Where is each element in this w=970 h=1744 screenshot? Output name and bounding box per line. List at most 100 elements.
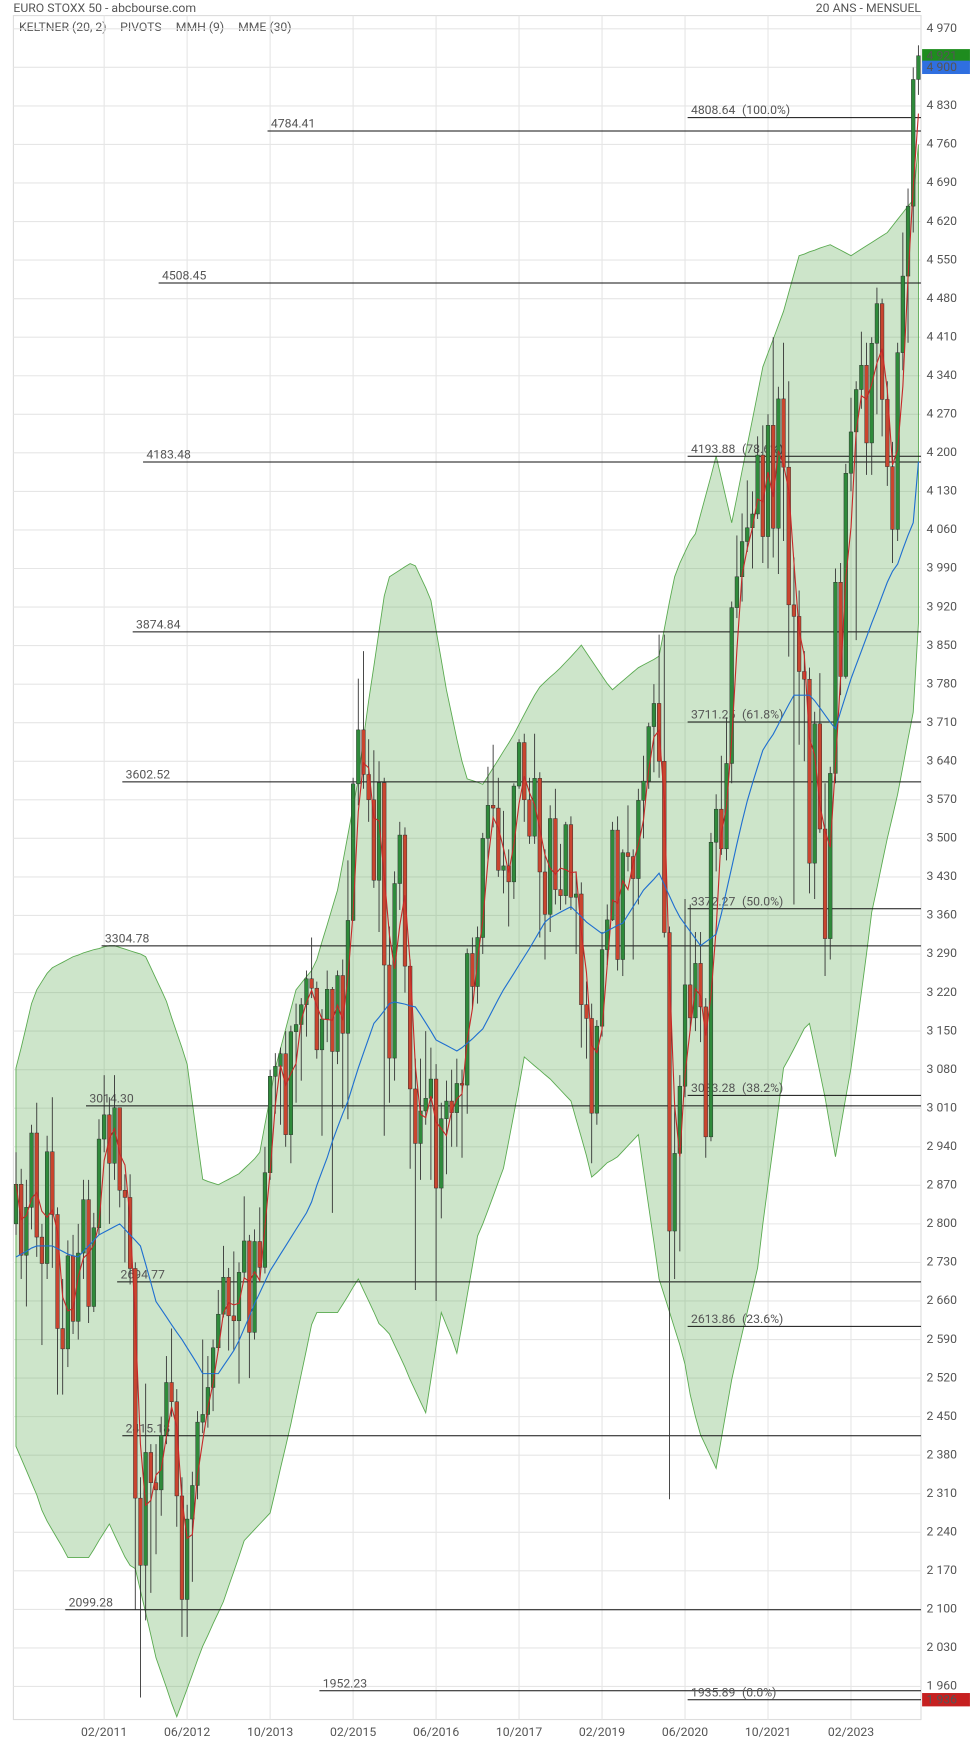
candle-body [454,1083,459,1113]
ma-line [15,461,919,1375]
candle-body [594,1025,599,1114]
pivot-label: 1952.23 [323,1676,368,1690]
y-tick-label: 3 920 [927,599,958,613]
candle-body [506,865,511,883]
candle-body [283,1053,288,1135]
y-tick-label: 2 310 [927,1486,958,1500]
candle-body [45,1151,50,1264]
pivot-label: 2415.18 [126,1421,171,1435]
legend-mmh: MMH (9) [176,20,224,34]
candle-body [615,829,620,960]
y-tick-label: 2 730 [927,1255,958,1269]
candle-body [605,919,610,950]
candle-body [890,466,895,530]
candle-body [745,527,750,542]
y-tick-label: 3 430 [927,869,958,883]
candle-body [392,883,397,1059]
candle-body [143,1452,148,1566]
candle-body [574,893,579,898]
candle-body [703,1006,708,1138]
x-tick-label: 10/2021 [745,1725,791,1739]
price-tag [922,60,970,75]
pivot-label: 3874.84 [136,617,181,631]
candle-body [911,79,916,207]
candle-body [646,726,651,782]
y-tick-label: 2 170 [927,1563,958,1577]
candle-body [620,852,625,960]
candle-body [771,425,776,529]
candle-body [293,1024,299,1032]
candle-body [221,1277,226,1315]
x-tick-label: 02/2011 [81,1725,127,1739]
y-tick-label: 3 640 [927,753,958,767]
candle-body [159,1435,164,1491]
candle-body [542,871,548,915]
x-tick-label: 10/2013 [247,1725,293,1739]
candle-body [185,1518,190,1600]
candle-body [81,1199,86,1254]
candle-body [423,1098,428,1112]
candle-body [739,541,745,577]
pivot-ratio: (38.2%) [742,1081,783,1095]
candle-body [433,1078,439,1189]
candle-body [631,856,636,879]
candle-body [314,987,319,1051]
candle-body [734,576,739,608]
y-tick-label: 2 660 [927,1293,958,1307]
candle-body [262,1172,268,1268]
chart-period: 20 ANS - MENSUEL [816,1,922,15]
candle-body [895,352,900,530]
pivot-label: 4193.88 [691,442,736,456]
candle-body [470,953,475,987]
candle-body [169,1382,174,1402]
pivot-label: 4808.64 [691,103,736,117]
y-tick-label: 2 450 [927,1409,958,1423]
y-tick-label: 3 570 [927,792,958,806]
candle-body [553,818,558,890]
y-tick-label: 2 870 [927,1178,958,1192]
candle-body [558,889,563,896]
candle-body [148,1452,153,1483]
candle-body [459,1083,465,1086]
legend-pivots: PIVOTS [120,20,161,34]
candle-body [418,1110,423,1144]
candle-body [812,723,817,864]
candle-body [807,678,812,864]
y-tick-label: 4 760 [927,137,958,151]
candle-body [848,431,854,474]
pivot-label: 3711.25 [691,708,736,722]
pivot-ratio: (23.6%) [742,1312,783,1326]
x-tick-label: 06/2012 [164,1725,210,1739]
candle-body [548,818,553,915]
y-tick-label: 2 520 [927,1370,958,1384]
candle-body [667,932,672,1232]
y-tick-label: 4 970 [927,21,958,35]
y-tick-label: 4 200 [927,445,958,459]
candle-body [278,1053,283,1067]
y-tick-label: 3 010 [927,1100,958,1114]
pivot-label: 3033.28 [691,1081,736,1095]
pivot-ratio: (0.0%) [742,1685,776,1699]
candle-body [522,742,527,801]
candle-body [361,729,366,775]
y-tick-label: 3 290 [927,946,958,960]
y-tick-label: 3 990 [927,561,958,575]
legend-keltner: KELTNER (20, 2) [19,20,107,34]
y-tick-label: 3 710 [927,715,958,729]
candle-body [496,807,501,871]
pivot-label: 3602.52 [126,767,171,781]
candle-body [252,1241,257,1333]
candle-body [273,1066,278,1077]
candle-body [34,1132,39,1238]
candle-body [636,800,641,879]
pivot-label: 2099.28 [69,1595,114,1609]
candle-body [351,783,356,921]
y-tick-label: 2 240 [927,1525,958,1539]
y-tick-label: 2 100 [927,1602,958,1616]
candle-body [39,1236,45,1264]
candle-body [480,838,485,938]
candle-body [874,303,880,344]
candle-body [444,1100,449,1119]
y-tick-label: 3 360 [927,908,958,922]
